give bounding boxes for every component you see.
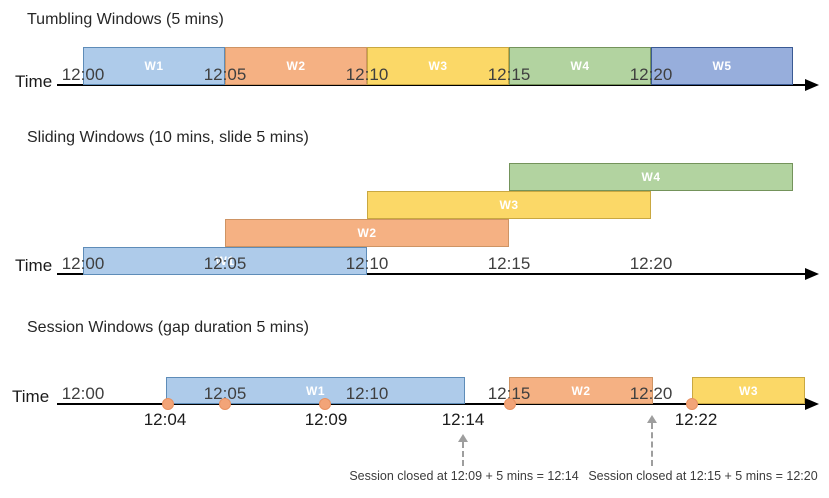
session-window-w3: W3: [692, 377, 805, 404]
session-window-w1: W1: [166, 377, 465, 404]
sliding-timeline: [57, 273, 806, 275]
sliding-tick-1220: 12:20: [629, 254, 673, 273]
sliding-window-w4: W4: [509, 163, 793, 191]
session-close-arrow-line: [462, 442, 464, 466]
session-close-arrow-line: [651, 423, 653, 466]
window-label: W5: [712, 59, 732, 73]
sliding-tick-1205: 12:05: [203, 254, 247, 273]
tumbling-window-w5: W5: [651, 47, 793, 85]
tumbling-window-w3: W3: [367, 47, 509, 85]
window-label: W4: [641, 170, 661, 184]
tumbling-tick-1205: 12:05: [203, 65, 247, 84]
session-close-annotation-1: Session closed at 12:09 + 5 mins = 12:14: [349, 469, 579, 483]
sliding-window-w3: W3: [367, 191, 651, 219]
window-label: W2: [571, 383, 591, 398]
event-time-label: 12:09: [304, 410, 348, 429]
session-timeline-arrow-icon: [805, 398, 819, 410]
sliding-window-w1: W1: [83, 247, 367, 275]
tumbling-window-w1: W1: [83, 47, 225, 85]
sliding-tick-1210: 12:10: [345, 254, 389, 273]
sliding-tick-1215: 12:15: [487, 254, 531, 273]
event-time-label: 12:04: [143, 410, 187, 429]
window-label: W3: [499, 198, 519, 212]
tumbling-tick-1210: 12:10: [345, 65, 389, 84]
tumbling-section-title: Tumbling Windows (5 mins): [27, 11, 224, 28]
session-close-arrow-head-icon: [647, 415, 657, 423]
session-close-annotation-2: Session closed at 12:15 + 5 mins = 12:20: [588, 469, 818, 483]
tumbling-tick-1200: 12:00: [61, 65, 105, 84]
session-window-w2: W2: [509, 377, 653, 404]
session-tick-1220: 12:20: [629, 384, 673, 403]
sliding-window-w2: W2: [225, 219, 509, 247]
window-label: W1: [215, 254, 235, 268]
session-tick-1210: 12:10: [345, 384, 389, 403]
tumbling-time-axis-label: Time: [15, 72, 53, 91]
event-dot-1209: [319, 398, 331, 410]
sliding-time-axis-label: Time: [15, 256, 53, 275]
tumbling-window-w4: W4: [509, 47, 651, 85]
session-timeline: [57, 403, 806, 405]
event-dot-1205: [219, 398, 231, 410]
event-time-label: 12:22: [674, 410, 718, 429]
window-label: W1: [306, 383, 325, 398]
event-dot-1215: [504, 398, 516, 410]
window-label: W3: [739, 383, 758, 398]
sliding-section-title: Sliding Windows (10 mins, slide 5 mins): [27, 129, 309, 146]
session-section-title: Session Windows (gap duration 5 mins): [27, 319, 309, 336]
window-label: W1: [144, 59, 164, 73]
sliding-tick-1200: 12:00: [61, 254, 105, 273]
event-dot-1204: [162, 398, 174, 410]
event-time-label: 12:14: [441, 410, 485, 429]
session-close-arrow-head-icon: [458, 434, 468, 442]
session-tick-1215: 12:15: [487, 384, 531, 403]
tumbling-timeline: [57, 84, 806, 86]
window-label: W3: [428, 59, 448, 73]
session-tick-1205: 12:05: [203, 384, 247, 403]
event-dot-1222: [686, 398, 698, 410]
session-tick-1200: 12:00: [61, 384, 105, 403]
tumbling-window-w2: W2: [225, 47, 367, 85]
sliding-timeline-arrow-icon: [805, 268, 819, 280]
session-time-axis-label: Time: [12, 387, 50, 406]
tumbling-tick-1220: 12:20: [629, 65, 673, 84]
tumbling-timeline-arrow-icon: [805, 79, 819, 91]
tumbling-tick-1215: 12:15: [487, 65, 531, 84]
window-label: W2: [357, 226, 377, 240]
window-label: W2: [286, 59, 306, 73]
window-label: W4: [570, 59, 590, 73]
